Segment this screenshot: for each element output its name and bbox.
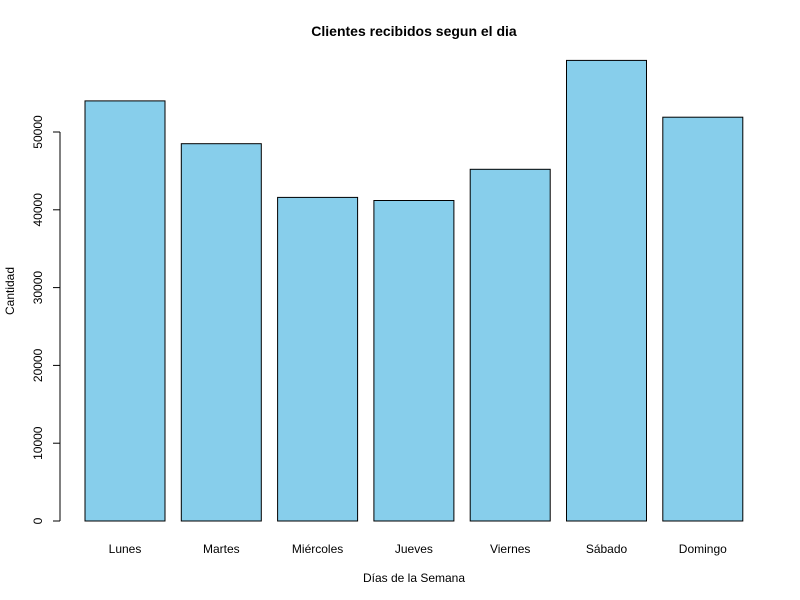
y-tick-label: 40000 bbox=[31, 193, 45, 227]
y-tick-label: 10000 bbox=[31, 426, 45, 460]
y-tick-label: 30000 bbox=[31, 271, 45, 305]
y-tick-label: 50000 bbox=[31, 115, 45, 149]
bar-lunes bbox=[84, 100, 166, 522]
x-tick-label: Sábado bbox=[586, 542, 628, 556]
bar-jueves bbox=[373, 200, 455, 522]
x-tick-label: Domingo bbox=[679, 542, 727, 556]
x-axis-title: Días de la Semana bbox=[363, 571, 465, 585]
x-axis-labels: Lunes Martes Miércoles Jueves Viernes Sábado D… bbox=[109, 542, 727, 556]
chart-title: Clientes recibidos segun el dia bbox=[311, 23, 517, 39]
y-axis: 0 10000 20000 30000 40000 50000 bbox=[31, 115, 61, 524]
bar-martes bbox=[180, 143, 262, 522]
y-tick-label: 20000 bbox=[31, 348, 45, 382]
x-tick-label: Jueves bbox=[395, 542, 433, 556]
x-tick-label: Lunes bbox=[109, 542, 142, 556]
y-tick-label: 0 bbox=[31, 517, 45, 524]
bars-group bbox=[84, 59, 744, 522]
bar-sábado bbox=[566, 59, 647, 522]
bar-domingo bbox=[662, 116, 744, 522]
x-tick-label: Viernes bbox=[490, 542, 530, 556]
y-axis-title: Cantidad bbox=[3, 267, 17, 315]
x-tick-label: Martes bbox=[203, 542, 240, 556]
bar-miércoles bbox=[277, 196, 359, 522]
bar-viernes bbox=[469, 168, 551, 522]
x-tick-label: Miércoles bbox=[292, 542, 343, 556]
